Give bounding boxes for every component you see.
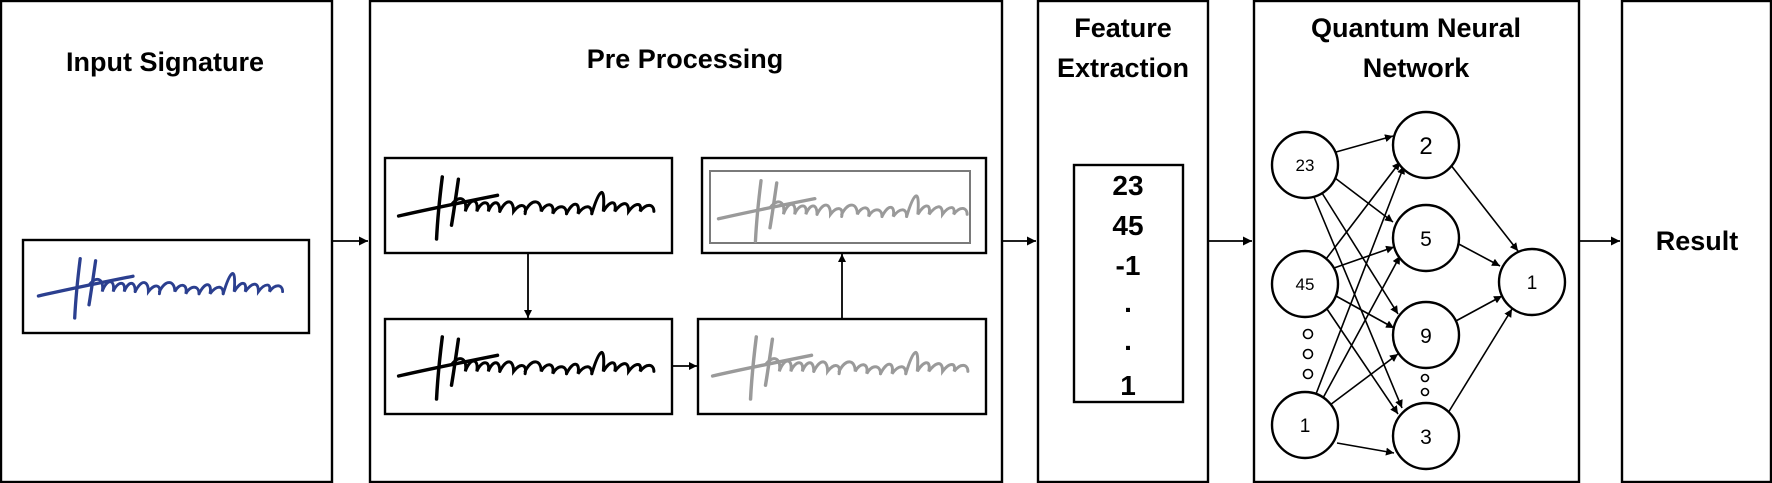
edge	[1322, 255, 1401, 399]
edge	[1313, 196, 1403, 409]
preprocess-cropped-inner-frame	[709, 170, 971, 244]
qnn-hidden-node: 9	[1391, 300, 1461, 370]
qnn-input-node: 45	[1270, 249, 1340, 319]
edge	[1321, 192, 1399, 315]
edge	[1447, 308, 1513, 414]
input-signature-title: Input Signature	[66, 47, 264, 77]
svg-text:9: 9	[1420, 325, 1432, 348]
edge	[1335, 134, 1394, 153]
feature-extraction-title-line1: Feature	[1074, 13, 1172, 43]
preprocessing-title: Pre Processing	[587, 44, 784, 74]
feature-value: -1	[1116, 250, 1141, 281]
qnn-input-node: 23	[1270, 130, 1340, 200]
edge	[1334, 177, 1394, 223]
feature-value: 45	[1112, 210, 1143, 241]
feature-value: .	[1124, 287, 1132, 318]
feature-extraction-title-line2: Extraction	[1057, 53, 1189, 83]
svg-text:1: 1	[1527, 273, 1538, 294]
qnn-title-line1: Quantum Neural	[1311, 13, 1521, 43]
edge	[1335, 295, 1395, 329]
result-panel	[1620, 0, 1772, 483]
result-title: Result	[1656, 226, 1739, 256]
qnn-edges	[1313, 134, 1519, 456]
preprocess-cropped-box	[700, 156, 988, 255]
edge	[1453, 295, 1503, 323]
svg-text:3: 3	[1420, 426, 1432, 449]
edge	[1449, 163, 1519, 252]
feature-vector-box	[1072, 163, 1185, 404]
qnn-hidden-node: 3	[1391, 401, 1461, 471]
edge	[1336, 442, 1395, 456]
qnn-hidden-ellipsis	[1420, 373, 1430, 397]
qnn-output-node: 1	[1497, 247, 1567, 317]
edge	[1326, 308, 1399, 415]
svg-text:45: 45	[1296, 275, 1315, 294]
edge	[1315, 165, 1405, 395]
svg-text:23: 23	[1296, 156, 1315, 175]
svg-text:1: 1	[1300, 416, 1311, 437]
qnn-hidden-node: 5	[1391, 203, 1461, 273]
edge	[1329, 353, 1399, 406]
svg-text:2: 2	[1419, 133, 1432, 160]
svg-text:5: 5	[1420, 228, 1432, 251]
feature-value: 1	[1120, 370, 1136, 401]
feature-value: 23	[1112, 170, 1143, 201]
qnn-input-ellipsis	[1302, 328, 1314, 380]
qnn-input-node: 1	[1270, 390, 1340, 460]
qnn-title-line2: Network	[1363, 53, 1471, 83]
qnn-hidden-node: 2	[1391, 110, 1461, 180]
feature-value: .	[1124, 325, 1132, 356]
edge	[1454, 241, 1501, 267]
edge	[1333, 245, 1395, 269]
edge	[1325, 161, 1401, 260]
